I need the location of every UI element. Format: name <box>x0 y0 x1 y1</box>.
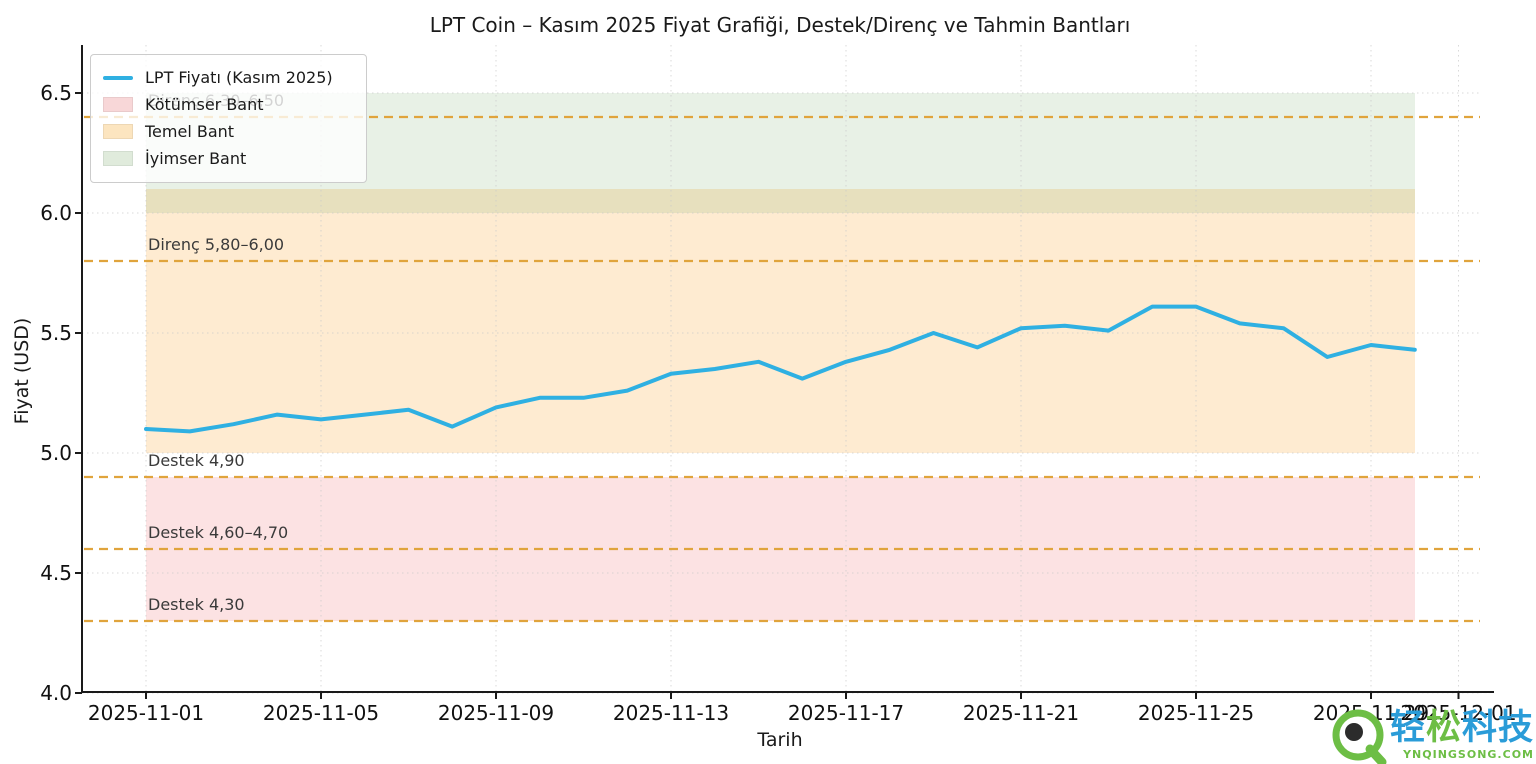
base-band-swatch-icon <box>103 124 133 139</box>
y-tick-label: 6.0 <box>40 201 72 225</box>
legend-label: LPT Fiyatı (Kasım 2025) <box>145 68 333 87</box>
y-tick-label: 6.5 <box>40 81 72 105</box>
legend-label: Temel Bant <box>145 122 235 141</box>
brand-chars-34: 科技 <box>1461 708 1534 748</box>
level-label: Destek 4,60–4,70 <box>148 523 289 542</box>
site-watermark: 轻松科技 YNQINGSONG.COM <box>1330 706 1534 764</box>
pessimistic-band-swatch-icon <box>103 97 133 112</box>
x-tick-label: 2025-11-01 <box>87 701 205 725</box>
x-tick-label: 2025-11-05 <box>262 701 380 725</box>
price-line-swatch-icon <box>103 75 133 80</box>
brand-logo-icon <box>1332 709 1387 764</box>
x-tick-label: 2025-11-25 <box>1137 701 1255 725</box>
x-tick-label: 2025-11-13 <box>612 701 730 725</box>
level-label: Destek 4,90 <box>148 451 245 470</box>
y-tick-label: 4.5 <box>40 561 72 585</box>
x-tick-label: 2025-11-21 <box>962 701 1080 725</box>
forecast-band <box>146 189 1415 453</box>
y-tick-label: 4.0 <box>40 681 72 705</box>
optimistic-band-swatch-icon <box>103 151 133 166</box>
brand-char-1: 轻 <box>1389 708 1426 748</box>
x-tick-label: 2025-12-01 <box>1400 701 1517 725</box>
level-label: Direnç 5,80–6,00 <box>148 235 285 254</box>
legend-item-base-band: Temel Bant <box>103 118 354 145</box>
chart-legend: LPT Fiyatı (Kasım 2025) Kötümser Bant Te… <box>90 54 367 183</box>
y-axis-label: Fiyat (USD) <box>11 317 33 425</box>
x-tick-label: 2025-11-17 <box>787 701 905 725</box>
y-tick-label: 5.0 <box>40 441 72 465</box>
brand-site-url: YNQINGSONG.COM <box>1403 748 1534 761</box>
legend-item-price-line: LPT Fiyatı (Kasım 2025) <box>103 64 354 91</box>
legend-label: Kötümser Bant <box>145 95 264 114</box>
chart-title: LPT Coin – Kasım 2025 Fiyat Grafiği, Des… <box>429 13 1131 37</box>
y-tick-label: 5.5 <box>40 321 72 345</box>
x-axis-label: Tarih <box>757 729 803 751</box>
price-line-series <box>144 304 1417 434</box>
x-tick-label: 2025-11-09 <box>437 701 555 725</box>
brand-name: 轻松科技 <box>1390 708 1534 748</box>
legend-item-pessimistic-band: Kötümser Bant <box>103 91 354 118</box>
legend-label: İyimser Bant <box>145 149 247 168</box>
legend-item-optimistic-band: İyimser Bant <box>103 145 354 172</box>
level-label: Destek 4,30 <box>148 595 245 614</box>
brand-char-2: 松 <box>1425 708 1462 748</box>
